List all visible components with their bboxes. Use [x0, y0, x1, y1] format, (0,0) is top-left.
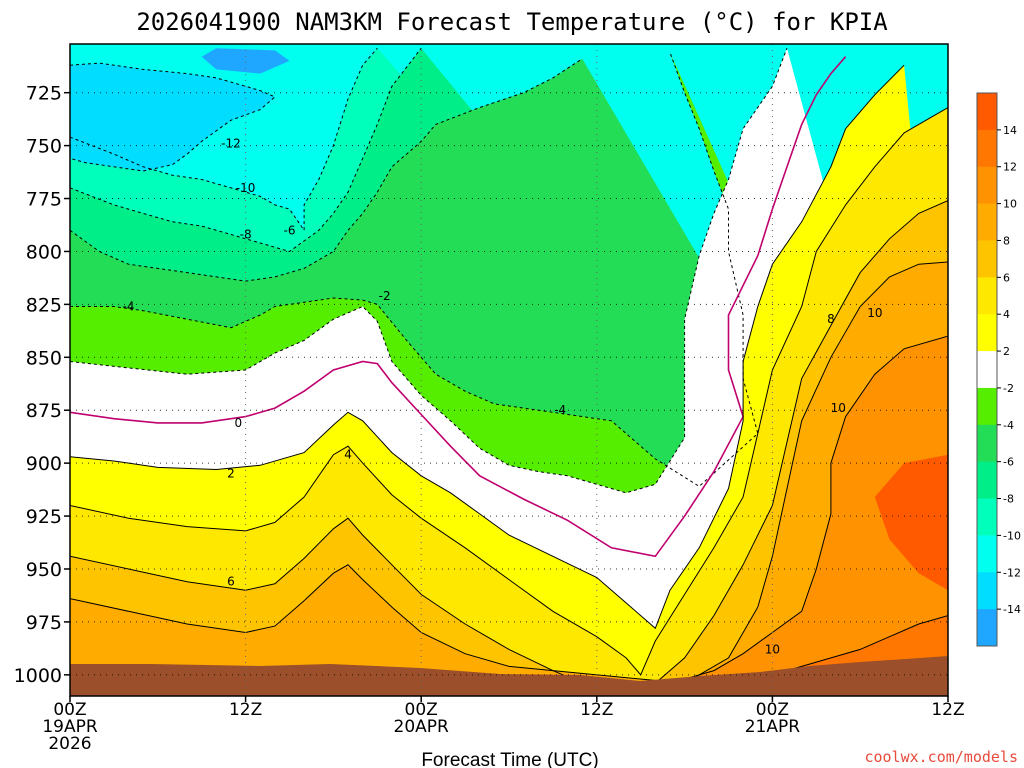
- colorbar-label: -12: [1003, 566, 1021, 579]
- colorbar-frame: [976, 92, 998, 647]
- colorbar-swatch: [977, 277, 997, 315]
- y-tick-label: 1000: [14, 665, 62, 687]
- x-tick-label: 2026: [48, 734, 91, 754]
- contour-label: -4: [554, 403, 566, 417]
- colorbar-label: 12: [1003, 161, 1017, 174]
- x-tick-label: 21APR: [745, 717, 801, 737]
- colorbar-swatch: [977, 203, 997, 241]
- contour-line--2: [70, 48, 788, 494]
- grid-lines: [70, 44, 948, 696]
- contour-label: 10: [765, 642, 780, 656]
- contour-label: -4: [123, 299, 135, 313]
- colorbar-swatch: [977, 93, 997, 131]
- colorbar-swatch: [977, 498, 997, 536]
- x-tick-label: 12Z: [580, 700, 613, 720]
- colorbar-label: -8: [1003, 493, 1014, 506]
- colorbar: 14 12 10 8 6 4 2 -2 -4 -6 -8 -10 -12 -14: [976, 92, 1021, 647]
- contour-label: -6: [284, 223, 296, 237]
- x-tick-label: 19APR: [42, 717, 98, 737]
- fill-region-6: [70, 200, 948, 696]
- colorbar-label: -2: [1003, 382, 1014, 395]
- y-tick-label: 975: [26, 612, 62, 634]
- colorbar-swatch: [977, 572, 997, 610]
- colorbar-swatch: [977, 535, 997, 573]
- colorbar-swatch: [977, 129, 997, 168]
- colorbar-label: -14: [1003, 603, 1021, 616]
- contour-label: -10: [236, 181, 256, 195]
- colorbar-swatch: [977, 314, 997, 352]
- y-tick-label: 825: [26, 294, 62, 316]
- y-tick-label: 775: [26, 189, 62, 211]
- contour-line-10: [669, 335, 948, 684]
- fill-region--12: [70, 63, 275, 171]
- x-tick-label: 00Z: [405, 700, 438, 720]
- fill-region-10: [429, 336, 948, 696]
- credit-link[interactable]: coolwx.com/models: [864, 748, 1018, 766]
- contour-line-2: [70, 64, 905, 630]
- contour-line-4: [70, 107, 948, 676]
- y-tick-label: 725: [26, 83, 62, 105]
- colorbar-swatch: [977, 609, 997, 647]
- chart-title: 2026041900 NAM3KM Forecast Temperature (…: [136, 8, 888, 36]
- y-tick-label: 925: [26, 506, 62, 528]
- fill-region-4: [70, 107, 948, 696]
- temperature-fill-bands: [70, 44, 948, 696]
- colorbar-label: 10: [1003, 198, 1017, 211]
- contour-line-0: [70, 56, 847, 558]
- x-tick-label: 12Z: [931, 700, 964, 720]
- contour-label: 10: [831, 401, 846, 415]
- contour-label: 2: [227, 467, 235, 481]
- colorbar-label: -6: [1003, 456, 1014, 469]
- contour-line--8: [70, 47, 422, 253]
- ground-surface: [70, 656, 948, 696]
- contour-label: 6: [227, 575, 235, 589]
- contour-label: -8: [240, 228, 252, 242]
- colorbar-label: 4: [1003, 308, 1010, 321]
- contour-label: -12: [221, 136, 241, 150]
- contour-label: 8: [827, 312, 835, 326]
- colorbar-label: 14: [1003, 124, 1017, 137]
- contour-label: -2: [379, 289, 391, 303]
- colorbar-swatch: [977, 351, 997, 389]
- colorbar-swatch: [977, 387, 997, 426]
- contour-lines: [70, 47, 948, 684]
- y-tick-label: 900: [26, 453, 62, 475]
- y-tick-label: 800: [26, 241, 62, 263]
- colorbar-swatch: [977, 240, 997, 278]
- colorbar-label: -4: [1003, 419, 1014, 432]
- y-tick-label: 950: [26, 559, 62, 581]
- contour-line--6: [70, 58, 583, 282]
- x-axis-label: Forecast Time (UTC): [421, 750, 598, 768]
- contour-line--4: [70, 52, 759, 488]
- contour-label: 10: [867, 306, 882, 320]
- contour-line-8: [70, 261, 948, 684]
- colorbar-swatch: [977, 424, 997, 463]
- colorbar-swatch: [977, 166, 997, 205]
- y-axis: 725 750 775 800 825 850 875 900 925 950 975 1000: [14, 83, 70, 687]
- contour-labels: -12 -10 -8 -6 -4 -2 -4 0 2 4 6 8 10 10 10: [123, 136, 883, 656]
- colorbar-label: 2: [1003, 345, 1010, 358]
- colorbar-label: 6: [1003, 271, 1010, 284]
- contour-line--10: [70, 47, 378, 232]
- y-tick-label: 850: [26, 347, 62, 369]
- x-tick-label: 20APR: [394, 717, 450, 737]
- fill-region--14: [201, 48, 290, 74]
- plot-area: -12 -10 -8 -6 -4 -2 -4 0 2 4 6 8 10 10 10: [70, 44, 948, 696]
- x-tick-label: 00Z: [53, 700, 86, 720]
- y-tick-label: 875: [26, 400, 62, 422]
- colorbar-label: -10: [1003, 529, 1021, 542]
- colorbar-label: 8: [1003, 234, 1010, 247]
- contour-label: 4: [344, 448, 352, 462]
- contour-line--12: [70, 62, 276, 172]
- x-tick-label: 12Z: [229, 700, 262, 720]
- y-tick-label: 750: [26, 136, 62, 158]
- fill-region-14: [874, 454, 948, 591]
- contour-label: 0: [234, 416, 242, 430]
- colorbar-swatch: [977, 461, 997, 500]
- plot-frame: [69, 43, 949, 697]
- x-tick-label: 00Z: [756, 700, 789, 720]
